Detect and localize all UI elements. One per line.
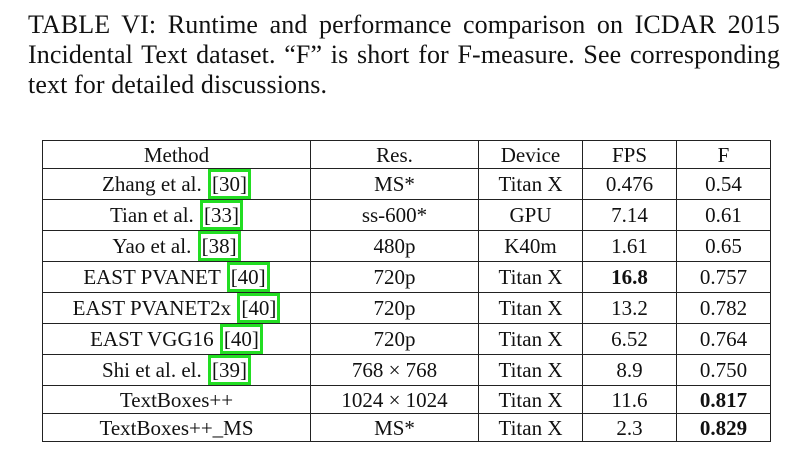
cell-res: 768 × 768	[310, 354, 479, 386]
method-name: Tian et al.	[109, 203, 194, 227]
cell-fps: 11.6	[582, 385, 677, 414]
cell-res: 480p	[310, 230, 479, 262]
header-method: Method	[42, 140, 311, 169]
cell-device: K40m	[478, 230, 583, 262]
cell-method: EAST VGG16 [40]	[42, 323, 311, 355]
cell-method: EAST PVANET [40]	[42, 261, 311, 293]
cell-res: 720p	[310, 323, 479, 355]
cell-f: 0.750	[676, 354, 771, 386]
citation-link[interactable]: [33]	[200, 200, 244, 230]
table-row: Yao et al. [38] 480p K40m 1.61 0.65	[42, 230, 771, 262]
cell-f: 0.757	[676, 261, 771, 293]
cell-res: ss-600*	[310, 199, 479, 231]
cell-f: 0.817	[676, 385, 771, 414]
table-row: EAST VGG16 [40] 720p Titan X 6.52 0.764	[42, 323, 771, 355]
cell-res: 720p	[310, 261, 479, 293]
table-row: Zhang et al. [30] MS* Titan X 0.476 0.54	[42, 168, 771, 200]
cell-device: Titan X	[478, 168, 583, 200]
cell-fps: 13.2	[582, 292, 677, 324]
citation-link[interactable]: [39]	[207, 355, 251, 385]
table-row: Shi et al. el. [39] 768 × 768 Titan X 8.9 0.…	[42, 354, 771, 386]
cell-res: MS*	[310, 413, 479, 442]
cell-method: EAST PVANET2x [40]	[42, 292, 311, 324]
method-name: Yao et al.	[112, 234, 192, 258]
cell-fps: 0.476	[582, 168, 677, 200]
table-row: TextBoxes++_MS MS* Titan X 2.3 0.829	[42, 413, 771, 442]
results-table: Method Res. Device FPS F Zhang et al. [3…	[42, 140, 771, 442]
citation-link[interactable]: [30]	[207, 169, 251, 199]
citation-link[interactable]: [38]	[197, 231, 241, 261]
table-caption: TABLE VI: Runtime and performance compar…	[28, 10, 780, 99]
citation-link[interactable]: [40]	[237, 293, 281, 323]
cell-device: GPU	[478, 199, 583, 231]
cell-method: Tian et al. [33]	[42, 199, 311, 231]
cell-device: Titan X	[478, 261, 583, 293]
header-device: Device	[478, 140, 583, 169]
cell-device: Titan X	[478, 323, 583, 355]
cell-fps: 1.61	[582, 230, 677, 262]
table-row: EAST PVANET2x [40] 720p Titan X 13.2 0.782	[42, 292, 771, 324]
cell-method: Zhang et al. [30]	[42, 168, 311, 200]
citation-link[interactable]: [40]	[219, 324, 263, 354]
cell-f: 0.782	[676, 292, 771, 324]
cell-device: Titan X	[478, 292, 583, 324]
cell-fps: 2.3	[582, 413, 677, 442]
method-name: EAST PVANET2x	[72, 296, 232, 320]
header-res: Res.	[310, 140, 479, 169]
cell-fps: 6.52	[582, 323, 677, 355]
header-f: F	[676, 140, 771, 169]
citation-link[interactable]: [40]	[226, 262, 270, 292]
table-header-row: Method Res. Device FPS F	[42, 140, 771, 169]
cell-fps: 8.9	[582, 354, 677, 386]
cell-method: Yao et al. [38]	[42, 230, 311, 262]
cell-res: MS*	[310, 168, 479, 200]
cell-res: 720p	[310, 292, 479, 324]
method-name: TextBoxes++_MS	[99, 415, 254, 440]
cell-f: 0.54	[676, 168, 771, 200]
cell-device: Titan X	[478, 385, 583, 414]
method-name: EAST VGG16	[90, 327, 214, 351]
method-name: EAST PVANET	[83, 265, 221, 289]
cell-f: 0.61	[676, 199, 771, 231]
cell-device: Titan X	[478, 413, 583, 442]
cell-f: 0.65	[676, 230, 771, 262]
method-name: TextBoxes++	[119, 387, 234, 412]
cell-method: TextBoxes++	[42, 385, 311, 414]
method-name: Shi et al. el.	[102, 358, 202, 382]
cell-f: 0.829	[676, 413, 771, 442]
table-row: Tian et al. [33] ss-600* GPU 7.14 0.61	[42, 199, 771, 231]
method-name: Zhang et al.	[102, 172, 202, 196]
cell-f: 0.764	[676, 323, 771, 355]
cell-method: TextBoxes++_MS	[42, 413, 311, 442]
cell-res: 1024 × 1024	[310, 385, 479, 414]
header-fps: FPS	[582, 140, 677, 169]
table-row: EAST PVANET [40] 720p Titan X 16.8 0.757	[42, 261, 771, 293]
cell-device: Titan X	[478, 354, 583, 386]
table-row: TextBoxes++ 1024 × 1024 Titan X 11.6 0.817	[42, 385, 771, 414]
cell-fps: 16.8	[582, 261, 677, 293]
cell-method: Shi et al. el. [39]	[42, 354, 311, 386]
table-body: Zhang et al. [30] MS* Titan X 0.476 0.54 Tian…	[42, 168, 771, 442]
cell-fps: 7.14	[582, 199, 677, 231]
